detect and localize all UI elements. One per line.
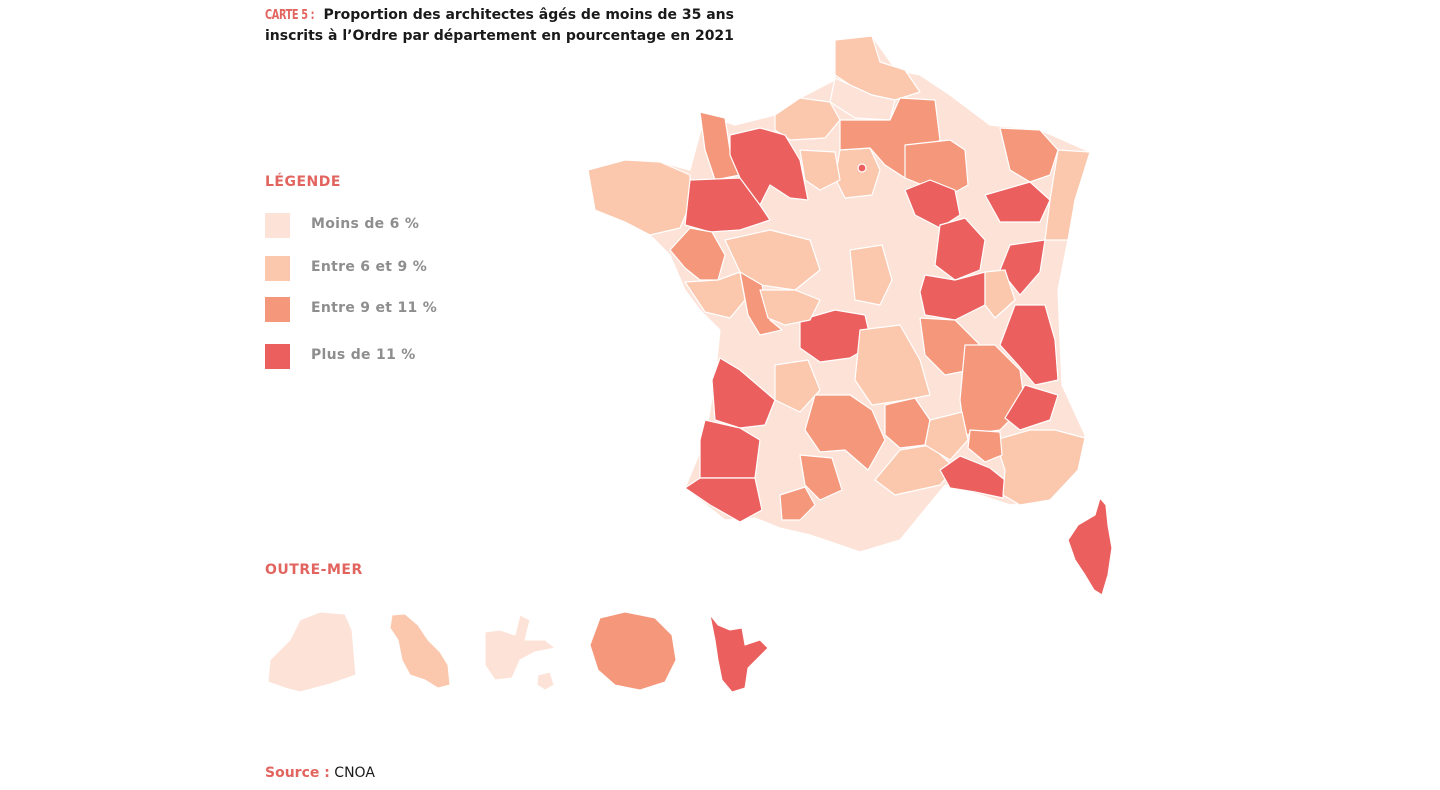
legend-label: Entre 6 et 9 %: [311, 259, 428, 275]
region-tarn-et-garonne: [799, 454, 843, 501]
overseas-title: OUTRE-MER: [265, 562, 363, 578]
region-vaucluse: [967, 429, 1003, 463]
overseas-territories: [267, 611, 769, 693]
territory-martinique: [389, 613, 451, 689]
region-savoie: [999, 304, 1059, 386]
title-line-1: Proportion des architectes âgés de moins…: [323, 7, 734, 23]
source-value: CNOA: [334, 765, 375, 781]
region-doubs: [999, 239, 1046, 296]
region-yonne: [904, 179, 961, 229]
legend-label: Entre 9 et 11 %: [311, 300, 438, 316]
source-line: Source : CNOA: [265, 765, 375, 781]
map-title: CARTE 5 : Proportion des architectes âgé…: [265, 5, 745, 47]
region-ile-de-france: [834, 147, 881, 199]
territory-mayotte: [709, 614, 769, 693]
legend-label: Plus de 11 %: [311, 347, 416, 363]
region-gironde: [711, 357, 776, 429]
title-line-2: inscrits à l’Ordre par département en po…: [265, 28, 734, 44]
region-puy-de-dome: [854, 324, 931, 406]
source-label: Source :: [265, 765, 330, 781]
region-ain: [984, 269, 1016, 319]
region-var: [994, 429, 1086, 506]
region-hautes-alpes: [1004, 384, 1059, 431]
region-cote-dor: [934, 217, 986, 281]
territory-guyane: [267, 611, 357, 693]
region-nord: [834, 35, 921, 101]
legend-label: Moins de 6 %: [311, 216, 420, 232]
territory-guadeloupe: [484, 614, 556, 681]
territory-guadeloupe-islet: [536, 671, 555, 691]
region-drome: [924, 411, 969, 461]
region-ille-et-vilaine-mayenne: [684, 177, 771, 233]
paris-marker: [857, 163, 867, 173]
region-pyrenees-atlantiques: [684, 477, 763, 523]
region-eure: [799, 149, 841, 191]
region-corse: [1067, 497, 1113, 596]
legend-swatch: [265, 213, 290, 238]
france-choropleth-map: [587, 35, 1113, 596]
region-loire-atlantique: [669, 227, 726, 281]
region-dordogne: [774, 359, 821, 413]
region-deux-sevres: [739, 271, 783, 336]
region-cher: [849, 244, 893, 306]
region-bretagne: [587, 159, 691, 236]
region-seine-maritime: [774, 97, 841, 141]
region-indre-et-loire: [759, 289, 821, 326]
region-calvados-orne: [729, 127, 809, 206]
territory-reunion: [589, 611, 677, 691]
map-number-tag: CARTE 5 :: [265, 8, 315, 23]
region-marne: [904, 139, 969, 196]
legend-swatch: [265, 344, 290, 369]
legend-title: LÉGENDE: [265, 174, 341, 190]
region-haute-garonne: [779, 486, 816, 521]
region-moselle: [999, 127, 1059, 183]
region-saone-et-loire: [919, 271, 986, 321]
legend-swatch: [265, 256, 290, 281]
region-vosges: [984, 181, 1051, 223]
legend-swatch: [265, 297, 290, 322]
region-lot-aveyron: [804, 394, 886, 471]
